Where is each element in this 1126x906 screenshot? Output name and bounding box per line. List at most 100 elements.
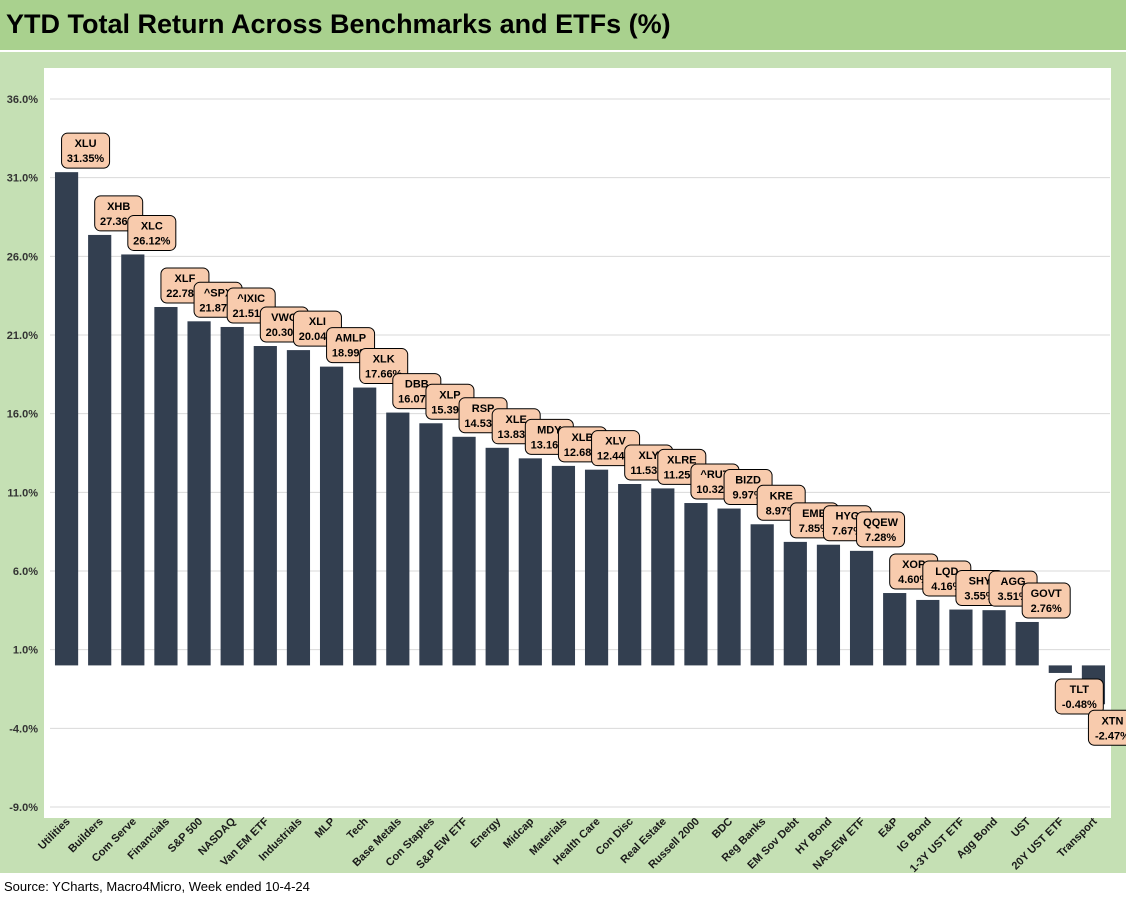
bar [651,488,675,666]
bar [187,321,211,666]
x-tick-label: Energy [468,815,503,850]
x-tick-label: MLP [313,816,338,841]
bar [1015,621,1039,666]
data-label-ticker: KRE [770,490,793,502]
y-tick-label: 6.0% [13,566,38,578]
data-label: GOVT 2.76% [1021,582,1071,619]
y-tick-label: 16.0% [7,409,38,421]
bar [121,254,145,666]
data-label-ticker: RSP [472,403,495,415]
bar [618,483,642,666]
chart-frame: YTD Total Return Across Benchmarks and E… [0,0,1126,873]
data-label-value: 31.35% [67,153,105,165]
data-label-ticker: XLV [605,436,626,448]
bar [452,436,476,666]
x-tick-label: Tech [345,815,371,841]
bar [949,609,973,666]
bar [518,458,542,666]
data-label-ticker: EMB [802,508,827,520]
data-label-ticker: XTN [1101,715,1123,727]
data-label-value: -2.47% [1095,730,1126,742]
data-label-ticker: ^SPX [204,287,233,299]
bar [54,172,79,666]
data-label-box [1021,582,1071,619]
title-bar: YTD Total Return Across Benchmarks and E… [0,0,1126,52]
x-tick-label: UST [1009,815,1033,839]
data-label-ticker: AMLP [335,333,366,345]
data-label-box [1054,678,1104,715]
bar [286,350,311,666]
data-label: TLT -0.48% [1054,678,1104,715]
data-label-value: 3.55% [964,591,995,603]
y-tick-label: -9.0% [9,802,38,814]
data-label-ticker: XLE [505,414,526,426]
data-label-ticker: ^RUT [700,469,729,481]
bar [584,469,609,666]
bar [353,387,377,666]
bar [717,508,741,666]
data-label-ticker: TLT [1070,684,1090,696]
bar [883,593,907,666]
data-label-value: 7.85% [799,523,830,535]
x-tick-label: E&P [876,816,900,840]
data-label-ticker: XLK [373,354,395,366]
data-label-ticker: VWO [271,312,298,324]
data-label-box [127,214,177,251]
bar [1048,665,1072,673]
y-tick-label: 36.0% [7,94,38,106]
data-label-ticker: XLY [638,450,659,462]
data-label-ticker: XLI [309,316,326,328]
data-label-value: 2.76% [1031,603,1062,615]
data-label-value: 7.28% [865,532,896,544]
data-label-ticker: HYG [836,511,860,523]
data-label-value: -0.48% [1062,699,1097,711]
data-label-ticker: GOVT [1031,588,1062,600]
data-label-value: 7.67% [832,526,863,538]
data-label-ticker: SHY [969,576,992,588]
data-label-ticker: XLU [75,138,97,150]
bar [154,306,178,666]
bars [54,172,1106,705]
data-label-ticker: DBB [405,379,429,391]
data-label: XLU 31.35% [61,132,111,169]
bar-chart: -9.0% -4.0% 1.0% 6.0% 11.0% 16.0% 21.0% 26.0% 31… [7,68,1126,873]
bar [684,503,708,666]
y-tick-label: 26.0% [7,251,38,263]
data-label-ticker: XHB [107,201,130,213]
data-label-value: 3.51% [997,591,1028,603]
bar [916,599,940,666]
y-axis-ticks: -9.0% -4.0% 1.0% 6.0% 11.0% 16.0% 21.0% 26.0% 31… [7,94,38,814]
data-label-box [61,132,111,169]
chart-title: YTD Total Return Across Benchmarks and E… [6,9,671,39]
data-label-ticker: XLRE [667,454,696,466]
y-tick-label: -4.0% [9,723,38,735]
y-tick-label: 21.0% [7,330,38,342]
data-label-ticker: AGG [1001,576,1026,588]
data-label: XLC 26.12% [127,214,177,251]
data-label: XTN -2.47% [1087,709,1126,746]
data-label-ticker: BIZD [735,475,761,487]
y-tick-label: 11.0% [7,487,38,499]
data-label-ticker: XLP [439,389,460,401]
data-label-ticker: ^IXIC [237,293,265,305]
bar [551,465,576,666]
bar [220,326,244,666]
bar [816,544,841,666]
data-label-box [856,511,906,548]
data-label-ticker: XLF [175,273,196,285]
data-label-ticker: QQEW [863,517,898,529]
y-tick-label: 1.0% [13,645,38,657]
data-label-value: 9.97% [732,490,763,502]
bar [982,610,1006,666]
bar [783,541,807,666]
data-label-value: 4.16% [931,581,962,593]
data-label-ticker: XLB [571,432,593,444]
data-label-box [1087,709,1126,746]
y-tick-label: 31.0% [7,173,38,185]
bar [319,366,344,666]
data-label-value: 26.12% [133,235,171,247]
x-tick-label: BDC [710,816,735,841]
bar [485,447,509,666]
